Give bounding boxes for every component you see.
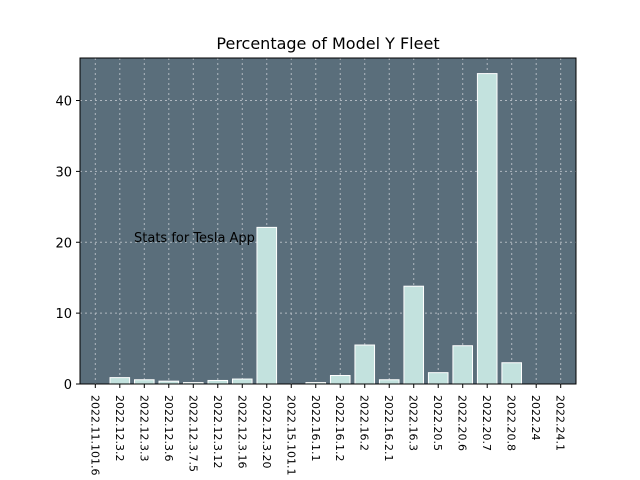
x-axis: 2022.11.101.6 2022.12.3.2 2022.12.3.3 2022.… <box>88 384 567 475</box>
bar-2022.16.1.2 <box>329 374 351 385</box>
x-tick-label: 2022.12.3.7.5 <box>186 395 199 472</box>
y-tick-label: 30 <box>55 165 72 180</box>
bar-2022.20.7 <box>476 73 498 385</box>
chart-annotation: Stats for Tesla App <box>134 231 255 246</box>
x-tick-label: 2022.24.1 <box>554 395 567 451</box>
x-tick-label: 2022.20.5 <box>431 395 444 451</box>
x-tick-label: 2022.20.7 <box>480 395 493 451</box>
x-tick-label: 2022.12.3.2 <box>113 395 126 461</box>
y-axis: 0 10 20 30 40 <box>55 95 80 393</box>
x-tick-label: 2022.16.1.2 <box>333 395 346 461</box>
bar-2022.16.2.1 <box>378 379 400 385</box>
y-tick-label: 20 <box>55 236 72 251</box>
y-tick-label: 10 <box>55 307 72 322</box>
x-tick-label: 2022.20.8 <box>505 395 518 451</box>
bar-2022.12.3.3 <box>133 379 155 385</box>
x-tick-label: 2022.15.101.1 <box>284 395 297 475</box>
bar-2022.12.3.16 <box>231 378 253 385</box>
bar-2022.20.6 <box>452 345 474 385</box>
bar-2022.12.3.2 <box>109 377 131 385</box>
chart-title: Percentage of Model Y Fleet <box>216 34 439 53</box>
x-tick-label: 2022.16.3 <box>407 395 420 451</box>
y-tick-label: 0 <box>64 378 72 393</box>
x-tick-label: 2022.16.2 <box>358 395 371 451</box>
bar-2022.20.5 <box>427 372 449 385</box>
bar-2022.16.3 <box>403 285 425 385</box>
x-tick-label: 2022.16.2.1 <box>382 395 395 461</box>
bar-2022.12.3.20 <box>256 226 278 385</box>
x-tick-label: 2022.11.101.6 <box>88 395 101 475</box>
bar-2022.20.8 <box>501 362 523 385</box>
plot-area <box>80 58 576 384</box>
bar-2022.16.2 <box>354 344 376 385</box>
bar-2022.12.3.12 <box>207 379 229 385</box>
x-tick-label: 2022.12.3.20 <box>260 395 273 468</box>
x-tick-label: 2022.12.3.3 <box>137 395 150 461</box>
x-tick-label: 2022.12.3.16 <box>235 395 248 468</box>
x-tick-label: 2022.24 <box>529 395 542 441</box>
x-tick-label: 2022.12.3.12 <box>211 395 224 468</box>
x-tick-label: 2022.12.3.6 <box>162 395 175 461</box>
x-tick-label: 2022.16.1.1 <box>309 395 322 461</box>
y-tick-label: 40 <box>55 95 72 110</box>
x-tick-label: 2022.20.6 <box>456 395 469 451</box>
plot-frame <box>79 57 577 385</box>
